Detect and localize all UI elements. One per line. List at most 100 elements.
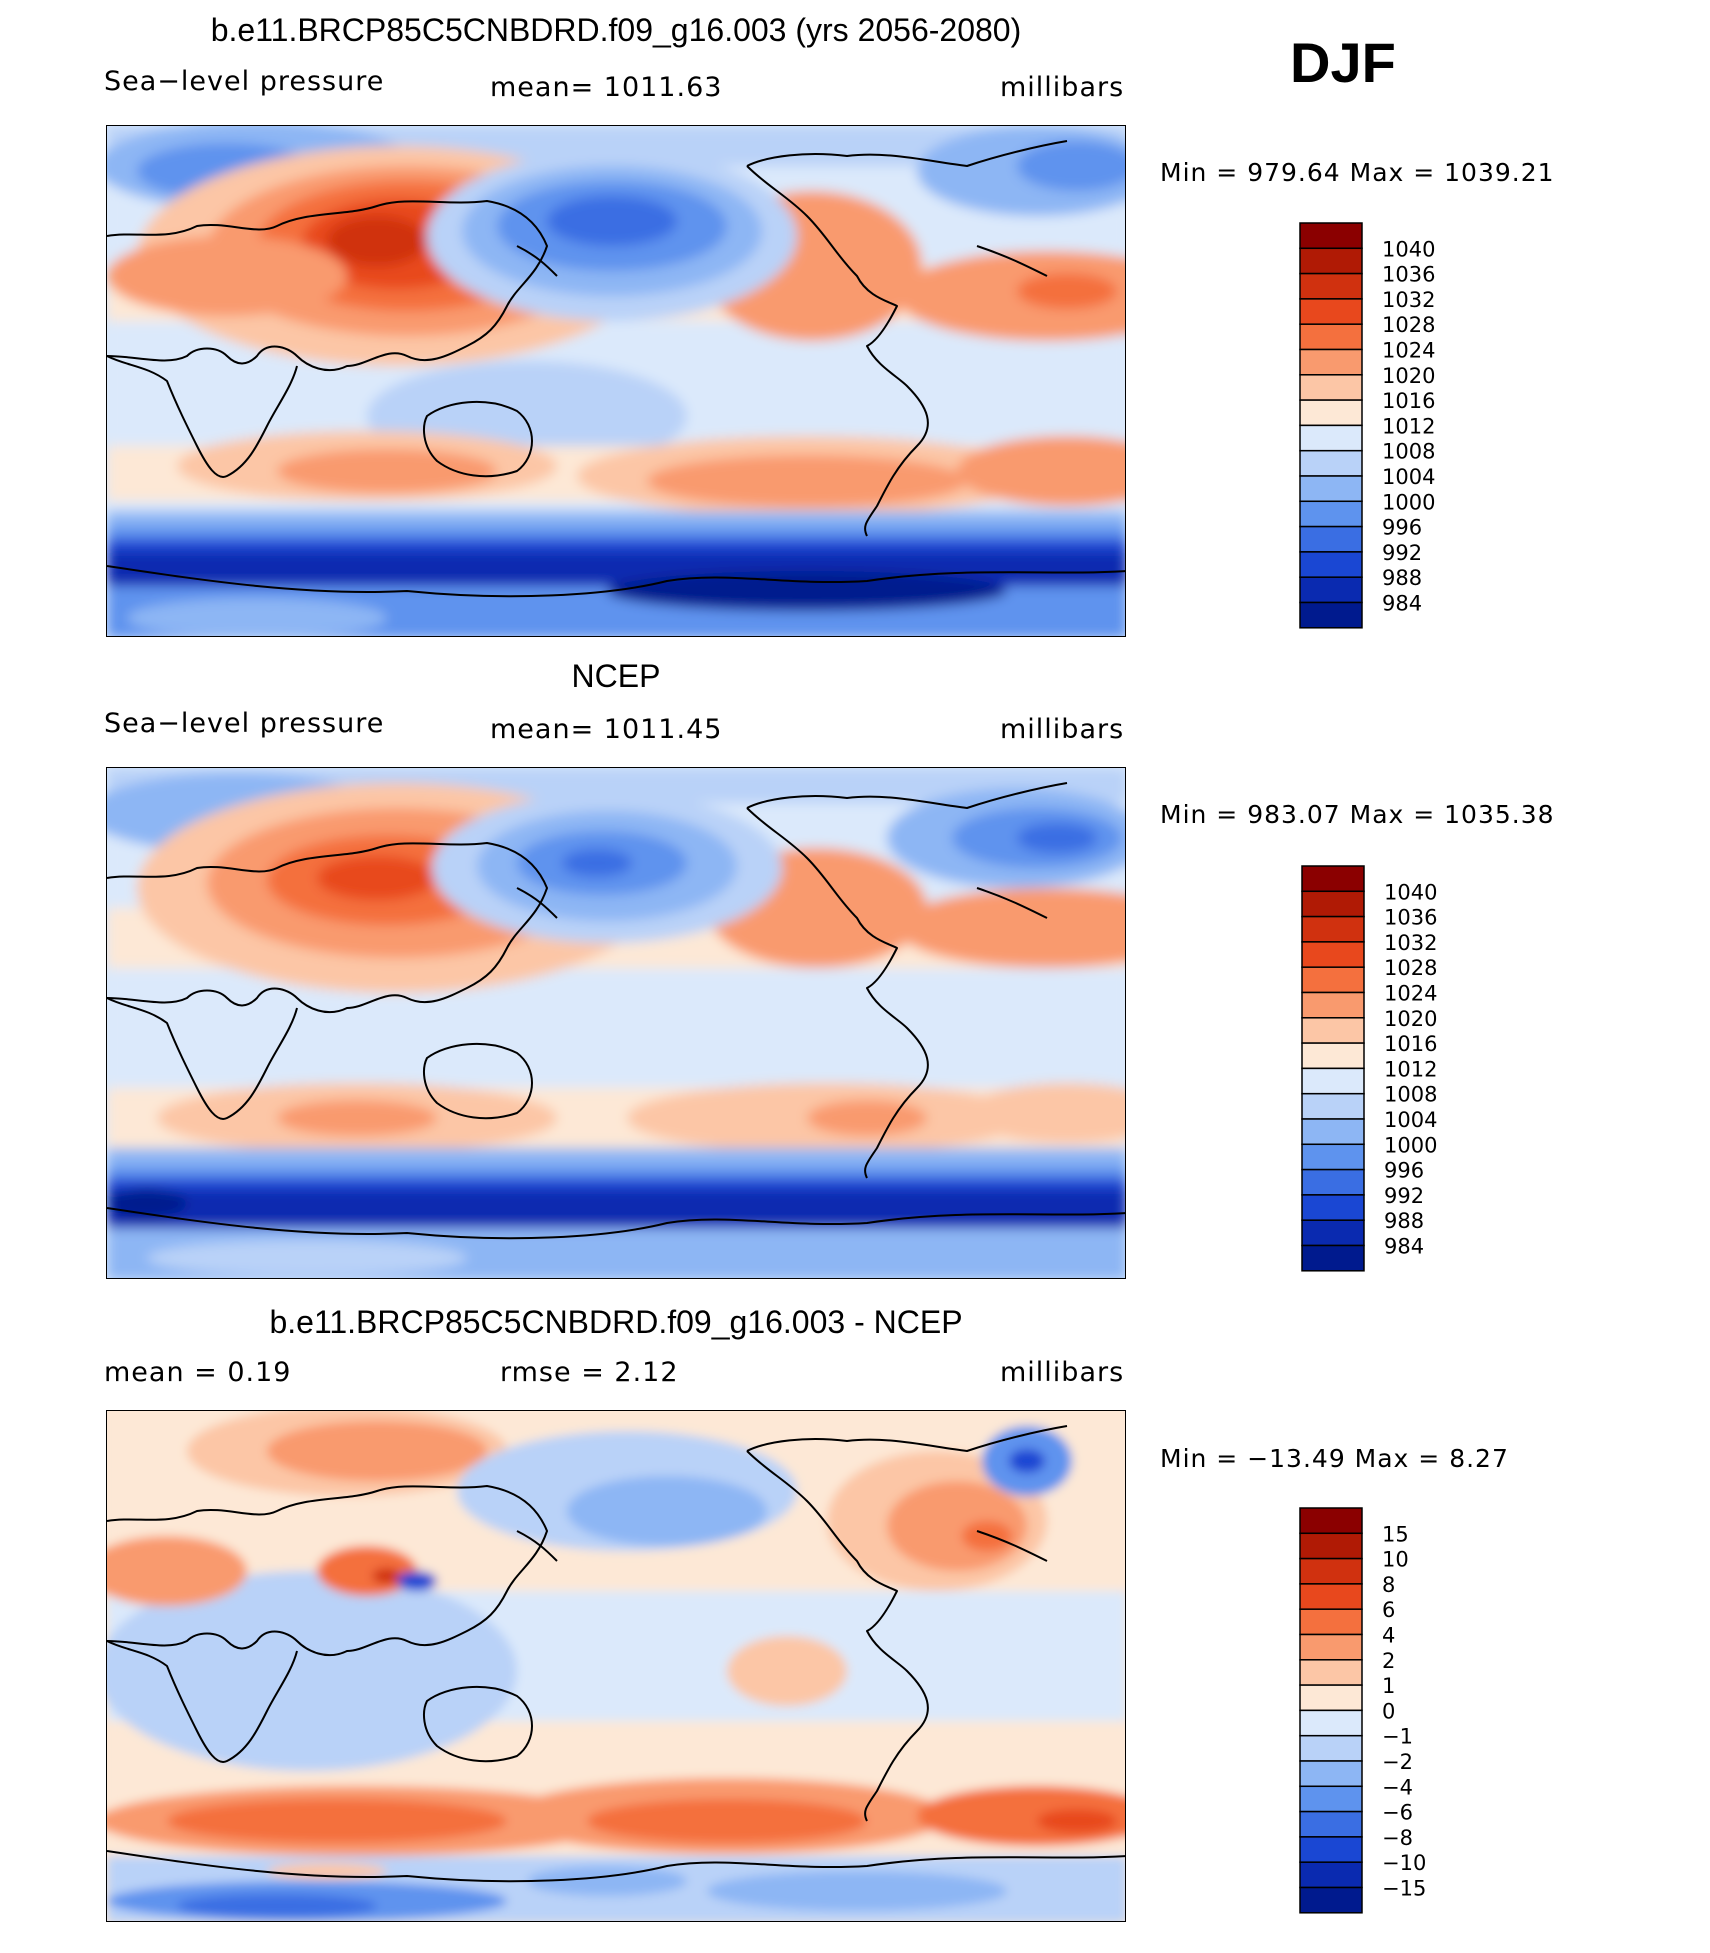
p2-aleutian-4 <box>562 849 632 877</box>
p1-so-core <box>607 571 1007 611</box>
p2-so-band4 <box>107 1190 1125 1230</box>
panel2-colorbar-label: 984 <box>1384 1235 1424 1259</box>
panel2-colorbar-label: 1032 <box>1384 931 1437 955</box>
panel1-mean-label: mean= 1011.63 <box>490 72 723 103</box>
p2-pacific-core <box>807 1100 927 1136</box>
p3-sh-pos-pacific2 <box>587 1799 867 1843</box>
p2-so-band1 <box>107 1148 1125 1168</box>
panel2-colorbar-swatch <box>1301 890 1365 918</box>
panel3-colorbar-label: 15 <box>1382 1522 1409 1546</box>
panel1-colorbar-label: 1012 <box>1382 414 1435 438</box>
panel2-colorbar-swatch <box>1301 865 1365 893</box>
panel1-colorbar-swatch <box>1299 374 1363 401</box>
panel2-colorbar-swatch <box>1301 1067 1365 1095</box>
panel2-colorbar-swatch <box>1301 1143 1365 1171</box>
panel2-colorbar-swatch <box>1301 1168 1365 1196</box>
panel2-colorbar-swatch <box>1301 966 1365 994</box>
p3-tibet-neg <box>397 1571 437 1591</box>
panel2-colorbar-label: 1036 <box>1384 906 1437 930</box>
panel1-colorbar-label: 1020 <box>1382 364 1435 388</box>
panel2-colorbar-swatch <box>1301 1194 1365 1221</box>
panel1-colorbar-swatch <box>1299 222 1363 250</box>
panel1-colorbar-label: 1040 <box>1382 237 1435 261</box>
p2-icelandic-core2 <box>1017 823 1097 853</box>
panel2-colorbar-swatch <box>1301 1092 1365 1120</box>
panel3-colorbar-label: 0 <box>1382 1699 1395 1723</box>
panel2-variable-label: Sea−level pressure <box>104 708 385 739</box>
panel2-colorbar-label: 988 <box>1384 1209 1424 1233</box>
p2-indian-core <box>277 1100 437 1136</box>
panel1-colorbar-label: 1000 <box>1382 490 1435 514</box>
p2-coastlines <box>107 782 1125 1240</box>
p1-atlantic-core <box>1017 273 1117 309</box>
panel1-map <box>106 125 1126 637</box>
panel3-colorbar-label: 6 <box>1382 1598 1395 1622</box>
p3-natl-pos3 <box>962 1521 1012 1551</box>
panel2-colorbar-label: 992 <box>1384 1184 1424 1208</box>
p3-sh-pos-indian2 <box>167 1799 507 1843</box>
panel1-colorbar-swatch <box>1299 601 1363 629</box>
panel2-colorbar-swatch <box>1301 1017 1365 1044</box>
panel1-colorbar-label: 1036 <box>1382 263 1435 287</box>
panel2-colorbar-swatch <box>1301 941 1365 968</box>
p2-so-band3 <box>107 1178 1125 1192</box>
p3-indian-neg <box>107 1571 517 1771</box>
panel2-colorbar: 1040 1036 1032 1028 1024 1020 1016 1012 1008 1004… <box>1301 865 1502 1272</box>
panel1-colorbar-label: 1008 <box>1382 440 1435 464</box>
panel3-colorbar-label: −8 <box>1382 1826 1413 1850</box>
p3-greenland-neg2 <box>1009 1449 1045 1473</box>
panel3-colorbar-swatch <box>1299 1583 1363 1610</box>
panel3-colorbar-swatch <box>1299 1785 1363 1813</box>
panel1-colorbar-swatch <box>1299 272 1363 300</box>
panel3-map <box>106 1410 1126 1922</box>
p3-tibet-pos <box>317 1546 417 1596</box>
panel3-mean-label: mean = 0.19 <box>104 1357 292 1388</box>
p3-antarctic-neg3 <box>527 1866 687 1896</box>
panel1-colorbar-swatch <box>1299 475 1363 503</box>
p1-med-high <box>107 236 347 316</box>
panel3-colorbar-label: 2 <box>1382 1649 1395 1673</box>
panel3-colorbar-swatch <box>1299 1659 1363 1686</box>
panel2-minmax-label: Min = 983.07 Max = 1035.38 <box>1160 800 1555 829</box>
panel3-colorbar-swatch <box>1299 1760 1363 1788</box>
panel1-colorbar-swatch <box>1299 500 1363 528</box>
panel3-colorbar-label: −4 <box>1382 1775 1413 1799</box>
p1-antarctic-patch <box>127 598 387 636</box>
panel1-colorbar-swatch <box>1299 247 1363 275</box>
panel3-map-svg <box>107 1411 1125 1921</box>
p1-satl-high <box>957 436 1125 506</box>
panel1-colorbar-svg: 1040103610321028102410201016101210081004… <box>1299 222 1435 629</box>
panel3-colorbar-swatch <box>1299 1709 1363 1737</box>
panel1-colorbar-swatch <box>1299 525 1363 553</box>
panel2-colorbar-swatch <box>1301 1118 1365 1146</box>
panel2-colorbar-svg: 1040103610321028102410201016101210081004… <box>1301 865 1437 1272</box>
panel1-units-label: millibars <box>1000 72 1125 103</box>
panel2-colorbar-swatch <box>1301 1042 1365 1070</box>
panel2-colorbar-label: 1040 <box>1384 880 1437 904</box>
p3-samerica-pos <box>727 1636 847 1706</box>
panel1-colorbar-label: 1004 <box>1382 465 1435 489</box>
panel2-colorbar-swatch <box>1301 1244 1365 1272</box>
panel3-rmse-label: rmse = 2.12 <box>500 1357 679 1388</box>
p3-sh-pos-atl2 <box>1037 1809 1117 1833</box>
panel1-colorbar-swatch <box>1299 399 1363 427</box>
panel3-colorbar-swatch <box>1299 1734 1363 1762</box>
panel2-mean-label: mean= 1011.45 <box>490 714 723 745</box>
panel2-colorbar-swatch <box>1301 1219 1365 1247</box>
panel1-map-svg <box>107 126 1125 636</box>
p3-arctic-pos2 <box>267 1421 487 1481</box>
p1-icelandic-core <box>1017 141 1125 191</box>
p1-siberian-4 <box>327 216 427 266</box>
panel3-colorbar: 15 10 8 6 4 2 1 0 −1 −2 −4 −6 −8 −10 −15 <box>1299 1507 1500 1914</box>
p2-atlantic-high <box>897 888 1125 968</box>
panel3-colorbar-swatch <box>1299 1861 1363 1889</box>
panel1-colorbar-label: 1016 <box>1382 389 1435 413</box>
panel2-map <box>106 767 1126 1279</box>
panel1-title: b.e11.BRCP85C5CNBDRD.f09_g16.003 (yrs 20… <box>210 12 1022 48</box>
panel2-map-svg <box>107 768 1125 1278</box>
panel1-colorbar-swatch <box>1299 576 1363 604</box>
panel3-colorbar-swatch <box>1299 1836 1363 1863</box>
p1-so-band2 <box>107 526 1125 541</box>
panel1-colorbar-label: 984 <box>1382 592 1422 616</box>
